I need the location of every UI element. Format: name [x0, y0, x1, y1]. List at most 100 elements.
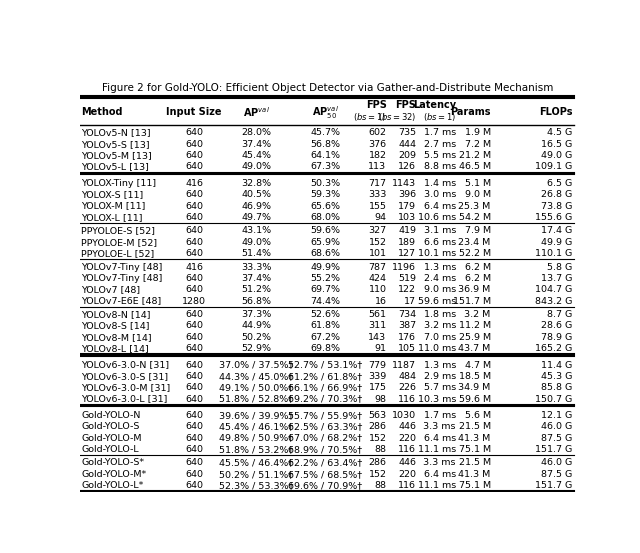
Text: 37.4%: 37.4%: [241, 140, 271, 149]
Text: 126: 126: [398, 163, 416, 171]
Text: YOLOX-S [11]: YOLOX-S [11]: [81, 190, 144, 199]
Text: 419: 419: [398, 226, 416, 236]
Text: 640: 640: [185, 344, 203, 353]
Text: 59.6 M: 59.6 M: [459, 394, 491, 404]
Text: 59.3%: 59.3%: [310, 190, 340, 199]
Text: 3.3 ms: 3.3 ms: [424, 422, 456, 431]
Text: 69.6% / 70.9%†: 69.6% / 70.9%†: [289, 481, 363, 490]
Text: 150.7 G: 150.7 G: [535, 394, 573, 404]
Text: 446: 446: [398, 458, 416, 467]
Text: 143: 143: [369, 333, 387, 342]
Text: Gold-YOLO-S: Gold-YOLO-S: [81, 422, 140, 431]
Text: 110.1 G: 110.1 G: [535, 249, 573, 258]
Text: 9.0 M: 9.0 M: [465, 190, 491, 199]
Text: 116: 116: [398, 445, 416, 454]
Text: 45.7%: 45.7%: [310, 128, 340, 138]
Text: 1.3 ms: 1.3 ms: [424, 263, 456, 272]
Text: 45.4% / 46.1%†: 45.4% / 46.1%†: [219, 422, 293, 431]
Text: 6.2 M: 6.2 M: [465, 263, 491, 272]
Text: 46.5 M: 46.5 M: [459, 163, 491, 171]
Text: 49.0 G: 49.0 G: [541, 151, 573, 160]
Text: 165.2 G: 165.2 G: [535, 344, 573, 353]
Text: YOLOv7 [48]: YOLOv7 [48]: [81, 285, 141, 294]
Text: 640: 640: [185, 372, 203, 381]
Text: 88: 88: [374, 445, 387, 454]
Text: 10.6 ms: 10.6 ms: [418, 213, 456, 222]
Text: 4.5 G: 4.5 G: [547, 128, 573, 138]
Text: 7.0 ms: 7.0 ms: [424, 333, 456, 342]
Text: 151.7 G: 151.7 G: [535, 481, 573, 490]
Text: 1.7 ms: 1.7 ms: [424, 128, 456, 138]
Text: YOLOv7-Tiny [48]: YOLOv7-Tiny [48]: [81, 263, 163, 272]
Text: 9.0 ms: 9.0 ms: [424, 285, 456, 294]
Text: 37.4%: 37.4%: [241, 274, 271, 283]
Text: YOLOv8-S [14]: YOLOv8-S [14]: [81, 321, 150, 330]
Text: 640: 640: [185, 151, 203, 160]
Text: 151.7 M: 151.7 M: [452, 296, 491, 306]
Text: 87.5 G: 87.5 G: [541, 434, 573, 442]
Text: 787: 787: [369, 263, 387, 272]
Text: 74.4%: 74.4%: [310, 296, 340, 306]
Text: Method: Method: [81, 107, 123, 117]
Text: 179: 179: [398, 202, 416, 211]
Text: 387: 387: [398, 321, 416, 330]
Text: 11.1 ms: 11.1 ms: [418, 481, 456, 490]
Text: 127: 127: [398, 249, 416, 258]
Text: 182: 182: [369, 151, 387, 160]
Text: 4.7 M: 4.7 M: [465, 361, 491, 369]
Text: 51.2%: 51.2%: [241, 285, 271, 294]
Text: 640: 640: [185, 213, 203, 222]
Text: Figure 2 for Gold-YOLO: Efficient Object Detector via Gather-and-Distribute Mech: Figure 2 for Gold-YOLO: Efficient Object…: [102, 82, 554, 93]
Text: 327: 327: [369, 226, 387, 236]
Text: 226: 226: [398, 383, 416, 392]
Text: 68.6%: 68.6%: [310, 249, 340, 258]
Text: 16: 16: [374, 296, 387, 306]
Text: 220: 220: [398, 434, 416, 442]
Text: 25.9 M: 25.9 M: [459, 333, 491, 342]
Text: 1030: 1030: [392, 411, 416, 420]
Text: 640: 640: [185, 249, 203, 258]
Text: 189: 189: [398, 238, 416, 247]
Text: 61.8%: 61.8%: [310, 321, 340, 330]
Text: YOLOX-M [11]: YOLOX-M [11]: [81, 202, 146, 211]
Text: 424: 424: [369, 274, 387, 283]
Text: 69.2% / 70.3%†: 69.2% / 70.3%†: [289, 394, 363, 404]
Text: 1.8 ms: 1.8 ms: [424, 310, 456, 319]
Text: 1280: 1280: [182, 296, 206, 306]
Text: 416: 416: [185, 179, 203, 188]
Text: Gold-YOLO-L*: Gold-YOLO-L*: [81, 481, 144, 490]
Text: 56.8%: 56.8%: [310, 140, 340, 149]
Text: 41.3 M: 41.3 M: [458, 470, 491, 479]
Text: 175: 175: [369, 383, 387, 392]
Text: 101: 101: [369, 249, 387, 258]
Text: 640: 640: [185, 128, 203, 138]
Text: 12.1 G: 12.1 G: [541, 411, 573, 420]
Text: 640: 640: [185, 190, 203, 199]
Text: 18.5 M: 18.5 M: [459, 372, 491, 381]
Text: 640: 640: [185, 333, 203, 342]
Text: 3.3 ms: 3.3 ms: [424, 458, 456, 467]
Text: 155: 155: [369, 202, 387, 211]
Text: 67.2%: 67.2%: [310, 333, 340, 342]
Text: Input Size: Input Size: [166, 107, 222, 117]
Text: 446: 446: [398, 422, 416, 431]
Text: 51.4%: 51.4%: [241, 249, 271, 258]
Text: 640: 640: [185, 434, 203, 442]
Text: 2.4 ms: 2.4 ms: [424, 274, 456, 283]
Text: 561: 561: [369, 310, 387, 319]
Text: 152: 152: [369, 434, 387, 442]
Text: 1187: 1187: [392, 361, 416, 369]
Text: 16.5 G: 16.5 G: [541, 140, 573, 149]
Text: 49.7%: 49.7%: [241, 213, 271, 222]
Text: YOLOv6-3.0-N [31]: YOLOv6-3.0-N [31]: [81, 361, 170, 369]
Text: 286: 286: [369, 458, 387, 467]
Text: 67.0% / 68.2%†: 67.0% / 68.2%†: [289, 434, 363, 442]
Text: 75.1 M: 75.1 M: [459, 481, 491, 490]
Text: 50.2%: 50.2%: [241, 333, 271, 342]
Text: 2.9 ms: 2.9 ms: [424, 372, 456, 381]
Text: 17.4 G: 17.4 G: [541, 226, 573, 236]
Text: 3.2 ms: 3.2 ms: [424, 321, 456, 330]
Text: 444: 444: [398, 140, 416, 149]
Text: 44.3% / 45.0%†: 44.3% / 45.0%†: [219, 372, 293, 381]
Text: 640: 640: [185, 361, 203, 369]
